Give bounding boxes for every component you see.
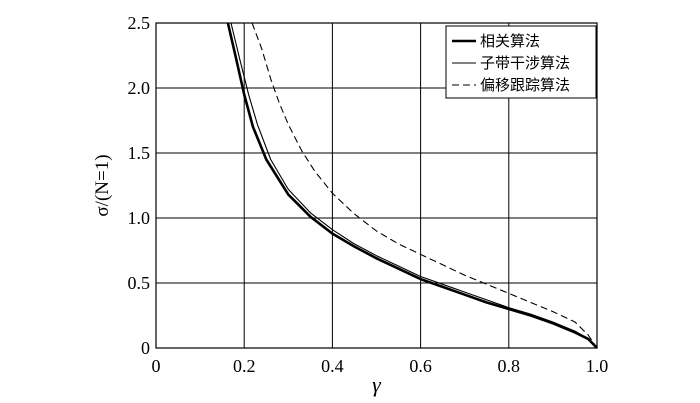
legend-label-correlation: 相关算法: [480, 32, 540, 50]
x-tick-label: 1.0: [586, 356, 609, 376]
y-tick-label: 2.5: [128, 13, 151, 33]
x-tick-label: 0: [152, 356, 161, 376]
x-tick-label: 0.2: [233, 356, 256, 376]
y-tick-labels: 0 0.5 1.0 1.5 2.0 2.5: [128, 13, 151, 358]
x-axis-title: γ: [372, 372, 382, 397]
y-tick-label: 0: [141, 338, 150, 358]
legend-label-subband: 子带干涉算法: [480, 54, 570, 72]
x-tick-label: 0.8: [498, 356, 521, 376]
legend: 相关算法 子带干涉算法 偏移跟踪算法: [445, 25, 597, 99]
legend-label-offset-tracking: 偏移跟踪算法: [480, 76, 570, 94]
x-tick-label: 0.6: [409, 356, 432, 376]
x-tick-label: 0.4: [321, 356, 344, 376]
y-tick-label: 0.5: [128, 273, 151, 293]
series-lines: [226, 22, 598, 349]
plot-frame: [155, 22, 598, 349]
x-tick-labels: 0 0.2 0.4 0.6 0.8 1.0: [152, 356, 609, 376]
series-line-offset-tracking: [251, 22, 598, 349]
legend-box: [445, 25, 597, 99]
series-line-subband: [230, 22, 598, 349]
y-tick-label: 1.5: [128, 143, 151, 163]
series-line-correlation: [226, 22, 598, 349]
y-axis-title: σ/(N=1): [92, 154, 113, 216]
y-tick-label: 1.0: [128, 208, 151, 228]
y-tick-label: 2.0: [128, 78, 151, 98]
